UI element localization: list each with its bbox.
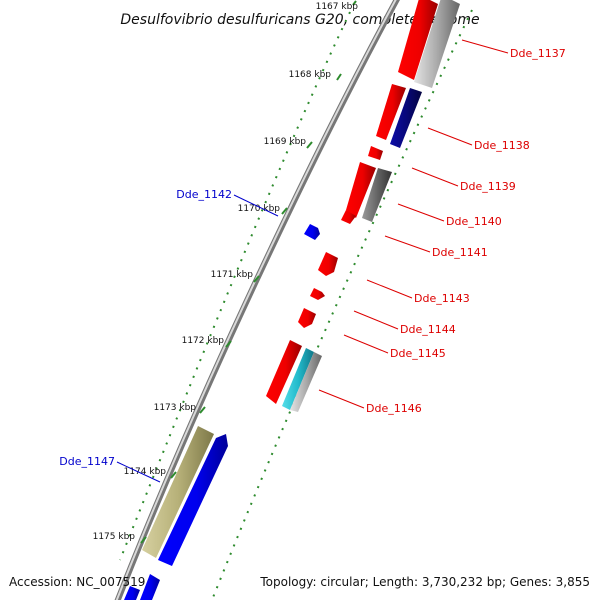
gene-label-dde-1138[interactable]: Dde_1138 bbox=[474, 139, 530, 152]
gene-label-dde-1139[interactable]: Dde_1139 bbox=[460, 180, 516, 193]
gene-label-dde-1144[interactable]: Dde_1144 bbox=[400, 323, 456, 336]
tick-label-1175: 1175 kbp bbox=[93, 532, 136, 542]
tick-label-1168: 1168 kbp bbox=[289, 70, 332, 80]
tick-label-1167: 1167 kbp bbox=[316, 2, 359, 12]
gene-dde-1146[interactable] bbox=[266, 340, 322, 412]
gene-dde-1143[interactable] bbox=[318, 252, 338, 276]
tick-label-1174: 1174 kbp bbox=[124, 467, 167, 477]
gene-dde-1147[interactable] bbox=[142, 426, 228, 566]
gene-label-dde-1146[interactable]: Dde_1146 bbox=[366, 402, 422, 415]
gene-dde-1139[interactable] bbox=[346, 146, 383, 218]
gene-label-dde-1145[interactable]: Dde_1145 bbox=[390, 347, 446, 360]
topology-text: Topology: circular; Length: 3,730,232 bp… bbox=[259, 575, 590, 589]
gene-dde-1138[interactable] bbox=[376, 84, 422, 148]
gene-dde-1142[interactable] bbox=[304, 224, 320, 240]
tick-label-1173: 1173 kbp bbox=[154, 403, 197, 413]
gene-label-dde-1143[interactable]: Dde_1143 bbox=[414, 292, 470, 305]
gene-label-dde-1140[interactable]: Dde_1140 bbox=[446, 215, 502, 228]
tick-marks bbox=[140, 0, 357, 544]
tick-label-1170: 1170 kbp bbox=[238, 204, 281, 214]
tick-label-1172: 1172 kbp bbox=[182, 336, 225, 346]
gene-dde-1137[interactable] bbox=[398, 0, 460, 88]
tick-label-1171: 1171 kbp bbox=[211, 270, 254, 280]
accession-text: Accession: NC_007519 bbox=[9, 575, 145, 589]
tick-label-1169: 1169 kbp bbox=[264, 137, 307, 147]
gene-dde-1140[interactable] bbox=[362, 168, 392, 222]
gene-label-dde-1141[interactable]: Dde_1141 bbox=[432, 246, 488, 259]
label-leader-lines-blue bbox=[116, 194, 279, 483]
gene-dde-1141[interactable] bbox=[341, 210, 356, 224]
tick-ring-outer bbox=[119, 11, 351, 561]
gene-label-dde-1137[interactable]: Dde_1137 bbox=[510, 47, 566, 60]
gene-dde-1144[interactable] bbox=[310, 288, 325, 300]
gene-label-dde-1147[interactable]: Dde_1147 bbox=[59, 455, 115, 468]
genome-backbone-highlight bbox=[115, 0, 397, 600]
gene-partial-bottom[interactable] bbox=[124, 574, 160, 600]
label-leader-lines bbox=[318, 39, 509, 409]
gene-dde-1145[interactable] bbox=[298, 308, 316, 328]
gene-label-dde-1142[interactable]: Dde_1142 bbox=[176, 188, 232, 201]
